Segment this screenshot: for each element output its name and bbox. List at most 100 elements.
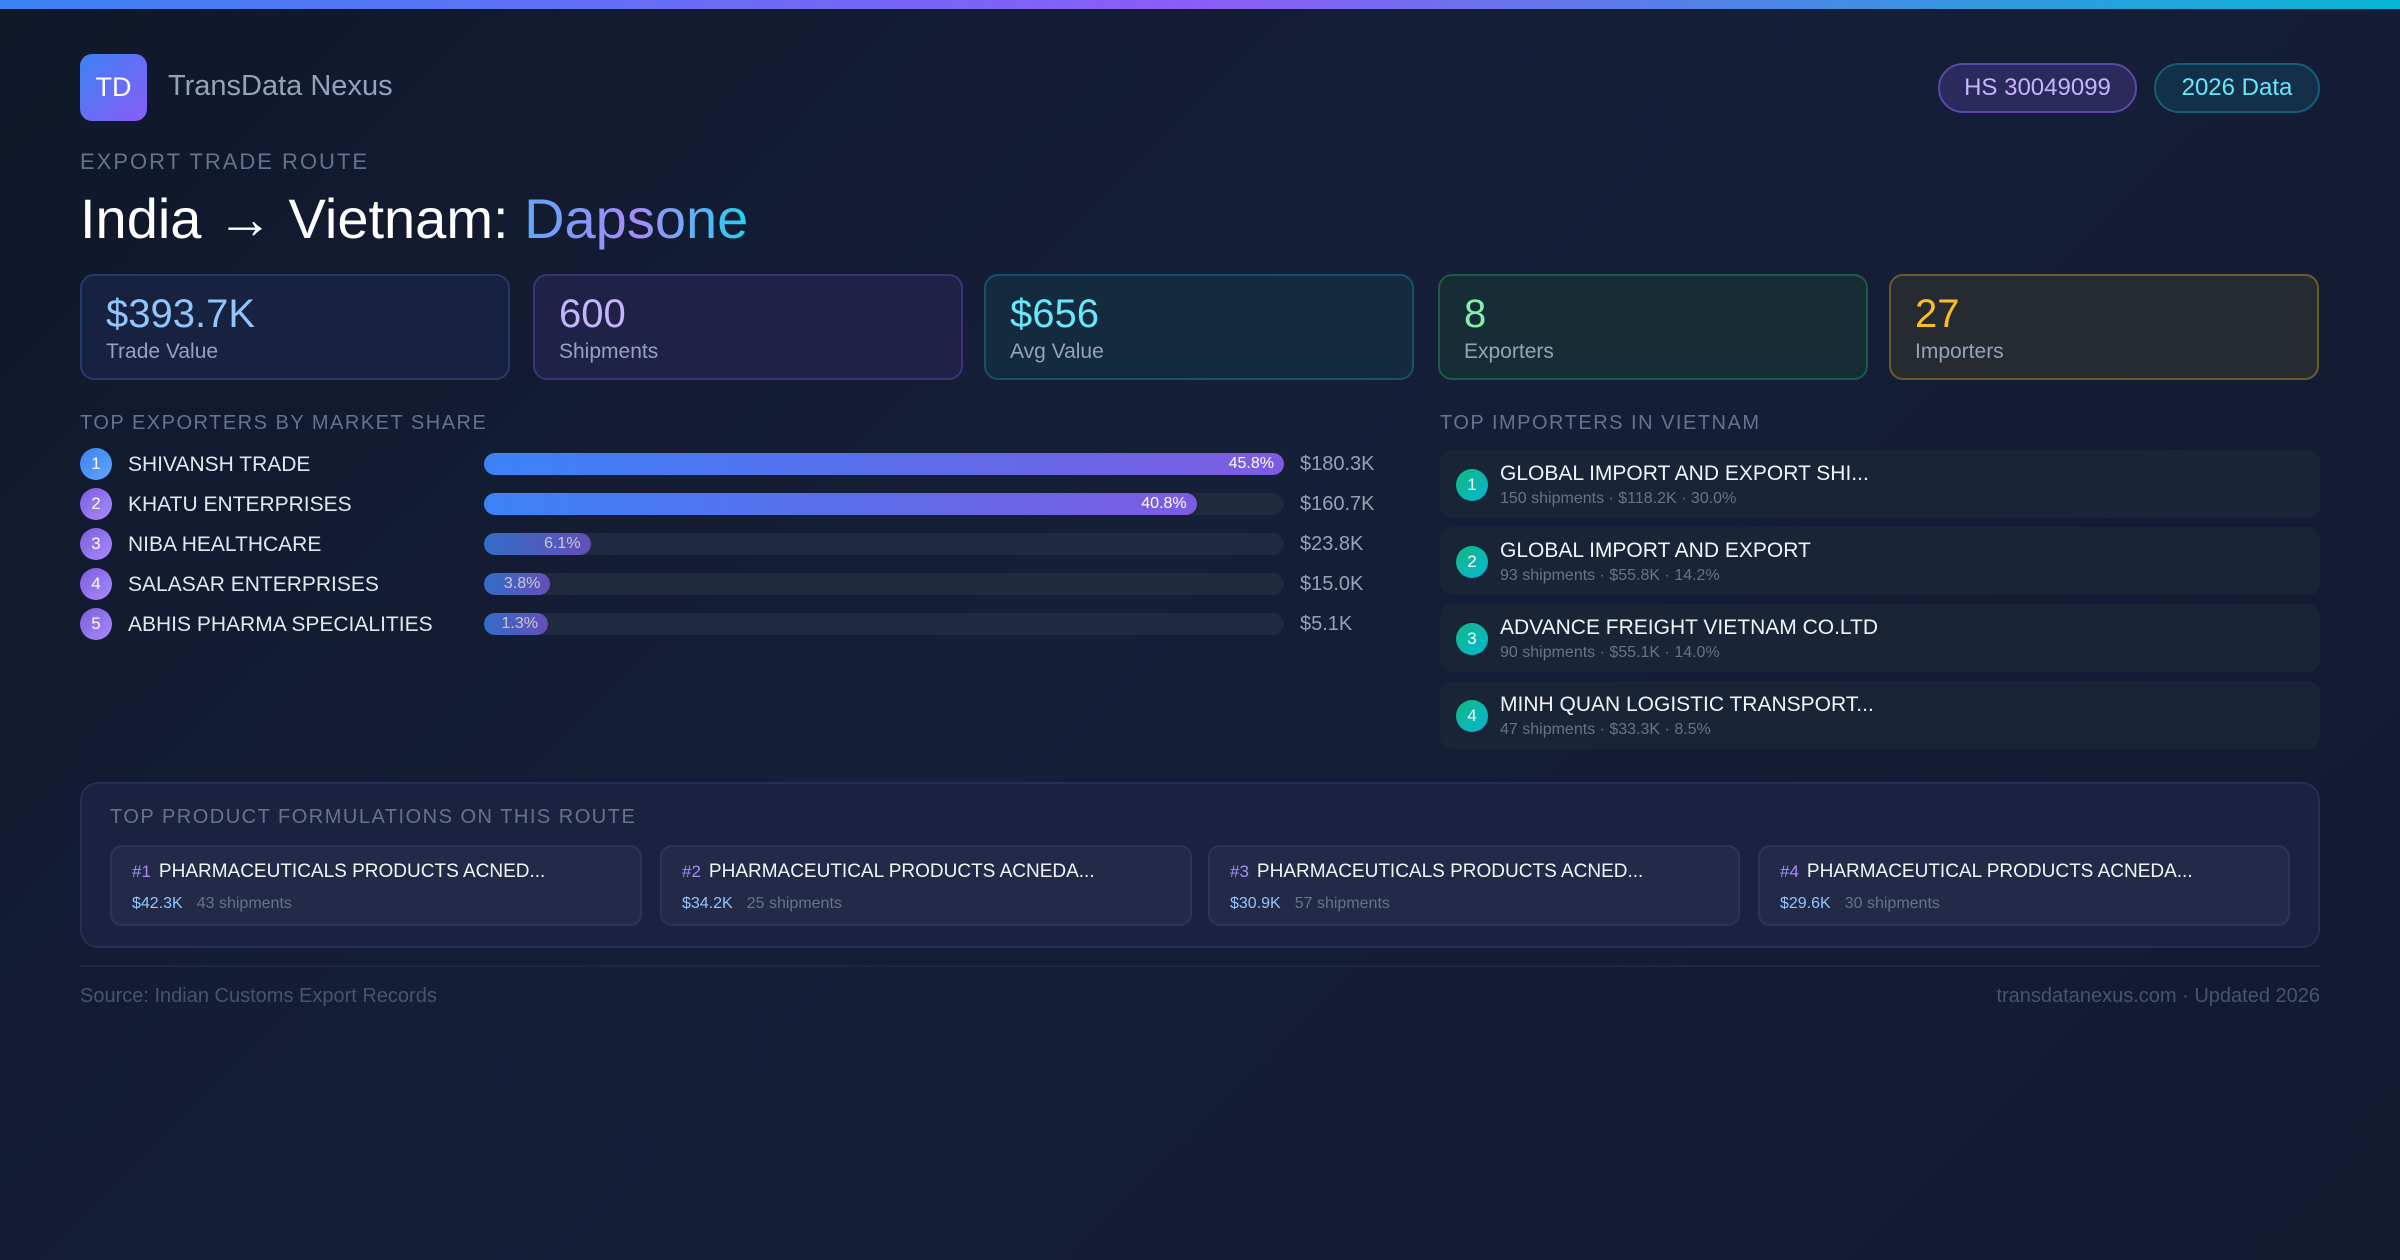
exporter-row[interactable]: 2 KHATU ENTERPRISES 40.8% $160.7K (80, 488, 1380, 520)
route-text: India → Vietnam: (80, 187, 509, 250)
formulation-shipments: 30 shipments (1844, 895, 1940, 912)
data-year-badge: 2026 Data (2154, 63, 2320, 113)
stat-card-trade-value: $393.7K Trade Value (80, 274, 510, 380)
formulation-shipments: 25 shipments (746, 895, 842, 912)
exporter-value: $23.8K (1300, 533, 1364, 555)
share-bar-track: 6.1% (484, 533, 1284, 555)
stat-label: Trade Value (106, 340, 219, 363)
formulation-card[interactable]: #1 PHARMACEUTICALS PRODUCTS ACNED... $42.… (110, 845, 642, 926)
importer-details: 90 shipments · $55.1K · 14.0% (1500, 644, 1720, 661)
share-bar-fill: 40.8% (484, 493, 1197, 515)
stat-label: Exporters (1464, 340, 1554, 363)
exporter-value: $5.1K (1300, 613, 1353, 635)
stat-value: $393.7K (106, 292, 256, 336)
stat-label: Importers (1915, 340, 2004, 363)
brand-name: TransData Nexus (168, 70, 393, 102)
stat-value: 600 (559, 292, 626, 336)
rank-badge: 1 (1456, 469, 1488, 501)
importer-details: 93 shipments · $55.8K · 14.2% (1500, 567, 1720, 584)
formulations-section-title: TOP PRODUCT FORMULATIONS ON THIS ROUTE (110, 806, 637, 828)
share-bar-track: 3.8% (484, 573, 1284, 595)
exporter-row[interactable]: 1 SHIVANSH TRADE 45.8% $180.3K (80, 448, 1380, 480)
formulation-name: PHARMACEUTICAL PRODUCTS ACNEDA... (1806, 861, 2193, 882)
rank-badge: 3 (80, 528, 112, 560)
footer-site: transdatanexus.com · Updated 2026 (1996, 985, 2320, 1007)
exporter-row[interactable]: 3 NIBA HEALTHCARE 6.1% $23.8K (80, 528, 1380, 560)
formulation-name: PHARMACEUTICALS PRODUCTS ACNED... (158, 861, 546, 882)
importer-row[interactable]: 4 MINH QUAN LOGISTIC TRANSPORT... 47 shi… (1440, 681, 2320, 749)
formulation-rank: #4 (1780, 862, 1799, 881)
formulation-name: PHARMACEUTICAL PRODUCTS ACNEDA... (708, 861, 1095, 882)
formulation-value: $42.3K (132, 895, 183, 912)
share-bar-fill: 6.1% (484, 533, 591, 555)
rank-badge: 2 (1456, 546, 1488, 578)
exporter-name: SALASAR ENTERPRISES (128, 573, 379, 596)
share-bar-fill: 3.8% (484, 573, 551, 595)
exporter-name: NIBA HEALTHCARE (128, 533, 322, 556)
top-accent-bar (0, 0, 2400, 9)
formulation-card[interactable]: #3 PHARMACEUTICALS PRODUCTS ACNED... $30.… (1208, 845, 1740, 926)
rank-badge: 5 (80, 608, 112, 640)
exporter-value: $160.7K (1300, 493, 1375, 515)
share-label: 6.1% (544, 535, 581, 552)
exporter-row[interactable]: 5 ABHIS PHARMA SPECIALITIES 1.3% $5.1K (80, 608, 1380, 640)
share-bar-track: 1.3% (484, 613, 1284, 635)
exporter-name: KHATU ENTERPRISES (128, 493, 352, 516)
formulation-name: PHARMACEUTICALS PRODUCTS ACNED... (1256, 861, 1644, 882)
footer-divider (80, 965, 2320, 967)
stat-value: $656 (1010, 292, 1099, 336)
share-bar-track: 45.8% (484, 453, 1284, 475)
page-kicker: EXPORT TRADE ROUTE (80, 149, 370, 174)
importer-row[interactable]: 1 GLOBAL IMPORT AND EXPORT SHI... 150 sh… (1440, 450, 2320, 518)
importer-details: 150 shipments · $118.2K · 30.0% (1500, 490, 1737, 507)
rank-badge: 4 (80, 568, 112, 600)
footer-source: Source: Indian Customs Export Records (80, 985, 437, 1007)
stat-card-avg-value: $656 Avg Value (984, 274, 1414, 380)
formulation-value: $30.9K (1230, 895, 1281, 912)
exporter-name: SHIVANSH TRADE (128, 453, 311, 476)
stat-card-exporters: 8 Exporters (1438, 274, 1868, 380)
importer-name: MINH QUAN LOGISTIC TRANSPORT... (1500, 693, 1874, 716)
exporter-value: $15.0K (1300, 573, 1364, 595)
share-bar-track: 40.8% (484, 493, 1284, 515)
formulation-shipments: 43 shipments (196, 895, 292, 912)
share-bar-fill: 1.3% (484, 613, 548, 635)
importer-name: GLOBAL IMPORT AND EXPORT (1500, 539, 1811, 562)
importer-name: ADVANCE FREIGHT VIETNAM CO.LTD (1500, 616, 1879, 639)
share-label: 1.3% (501, 615, 538, 632)
page-title: India → Vietnam: Dapsone (80, 186, 748, 251)
stat-value: 8 (1464, 292, 1487, 336)
stat-value: 27 (1915, 292, 1960, 336)
share-label: 45.8% (1228, 455, 1274, 472)
share-label: 40.8% (1141, 495, 1187, 512)
formulation-card[interactable]: #4 PHARMACEUTICAL PRODUCTS ACNEDA... $29.… (1758, 845, 2290, 926)
formulation-rank: #2 (682, 862, 701, 881)
rank-badge: 1 (80, 448, 112, 480)
rank-badge: 3 (1456, 623, 1488, 655)
share-bar-fill: 45.8% (484, 453, 1284, 475)
stat-label: Shipments (559, 340, 659, 363)
importer-row[interactable]: 2 GLOBAL IMPORT AND EXPORT 93 shipments … (1440, 527, 2320, 595)
brand-logo: TD (80, 54, 147, 121)
rank-badge: 4 (1456, 700, 1488, 732)
hs-code-badge: HS 30049099 (1938, 63, 2137, 113)
product-name: Dapsone (524, 187, 749, 250)
share-label: 3.8% (503, 575, 541, 592)
importer-row[interactable]: 3 ADVANCE FREIGHT VIETNAM CO.LTD 90 ship… (1440, 604, 2320, 672)
stat-card-importers: 27 Importers (1889, 274, 2319, 380)
formulation-rank: #1 (132, 862, 151, 881)
formulation-value: $34.2K (682, 895, 733, 912)
exporters-section-title: TOP EXPORTERS BY MARKET SHARE (80, 412, 488, 434)
formulation-rank: #3 (1230, 862, 1249, 881)
importers-section-title: TOP IMPORTERS IN VIETNAM (1440, 412, 1761, 434)
exporter-value: $180.3K (1300, 453, 1375, 475)
formulation-card[interactable]: #2 PHARMACEUTICAL PRODUCTS ACNEDA... $34.… (660, 845, 1192, 926)
importer-name: GLOBAL IMPORT AND EXPORT SHI... (1500, 462, 1869, 485)
stat-card-shipments: 600 Shipments (533, 274, 963, 380)
formulation-value: $29.6K (1780, 895, 1831, 912)
formulation-shipments: 57 shipments (1294, 895, 1390, 912)
exporter-row[interactable]: 4 SALASAR ENTERPRISES 3.8% $15.0K (80, 568, 1380, 600)
exporter-name: ABHIS PHARMA SPECIALITIES (128, 613, 433, 636)
stat-label: Avg Value (1010, 340, 1104, 363)
rank-badge: 2 (80, 488, 112, 520)
